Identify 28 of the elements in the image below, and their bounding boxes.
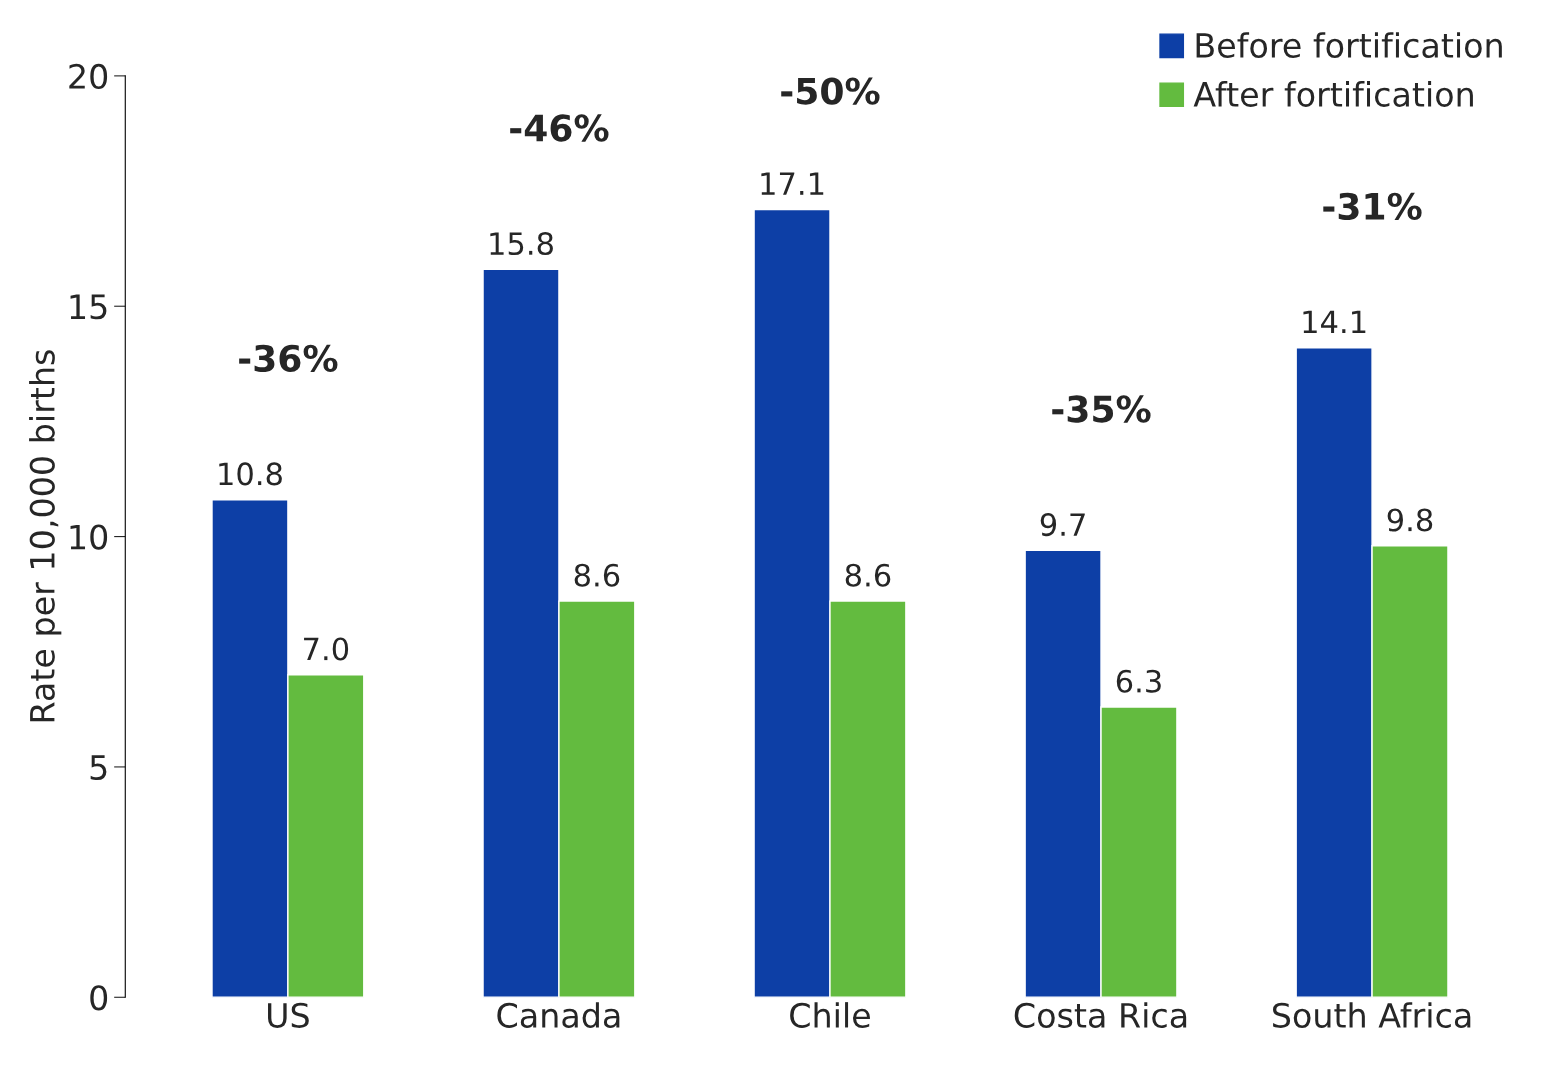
annotation: -35% bbox=[1052, 395, 1151, 423]
annotation: -36% bbox=[239, 344, 338, 372]
text: 8.6 bbox=[574, 563, 620, 587]
legend-label: After fortification bbox=[1193, 81, 1473, 107]
x-tick-label: Canada bbox=[497, 1002, 620, 1028]
text: 14.1 bbox=[1303, 310, 1366, 334]
y-axis-title: Rate per 10,000 births bbox=[29, 350, 62, 722]
text: 7.0 bbox=[304, 637, 349, 661]
y-tick-label: 10 bbox=[70, 524, 108, 550]
annotation: -46% bbox=[510, 114, 609, 142]
x-tick-label: Costa Rica bbox=[1014, 1002, 1187, 1028]
y-tick-label: 0 bbox=[90, 985, 108, 1011]
text: 15.8 bbox=[490, 232, 553, 256]
x-tick-label: US bbox=[268, 1002, 309, 1028]
y-tick-label: 20 bbox=[69, 63, 108, 90]
annotation: -31% bbox=[1323, 192, 1422, 220]
text: 6.3 bbox=[1116, 669, 1161, 693]
text: 8.6 bbox=[845, 563, 891, 587]
annotation: -50% bbox=[781, 77, 880, 105]
x-tick-label: South Africa bbox=[1273, 1002, 1471, 1028]
text: 10.8 bbox=[219, 462, 282, 486]
y-tick-label: 5 bbox=[90, 755, 107, 781]
text: 17.1 bbox=[761, 172, 824, 195]
text: 9.8 bbox=[1387, 508, 1433, 532]
y-tick-label: 15 bbox=[70, 294, 107, 320]
legend-label: Before fortification bbox=[1196, 32, 1502, 58]
x-tick-label: Chile bbox=[790, 1002, 870, 1028]
text: 9.7 bbox=[1040, 513, 1085, 537]
